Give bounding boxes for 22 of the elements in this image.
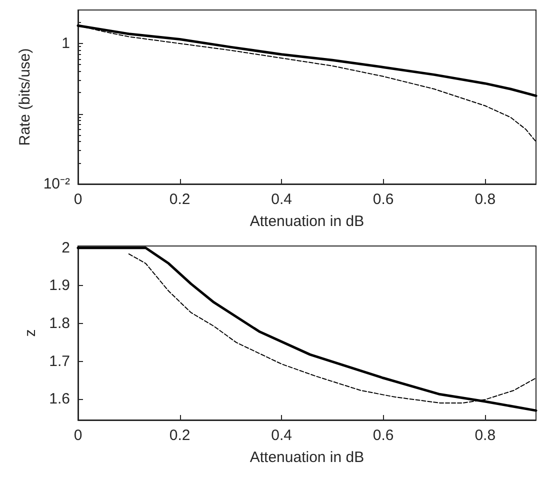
x-tick-label: 0.6 (372, 427, 394, 444)
y-tick-label: 1.6 (49, 390, 70, 408)
line-series (76, 246, 538, 412)
x-tick-label: 0 (74, 191, 82, 208)
x-tick-label: 0.4 (271, 191, 292, 208)
y-axis-title: Rate (bits/use) (16, 48, 34, 146)
x-tick-label: 0.2 (169, 427, 190, 444)
y-tick-label: 10⁻² (43, 176, 70, 192)
y-tick-label: 1.8 (49, 315, 70, 332)
x-tick-label: 0.2 (169, 191, 190, 208)
x-axis-title: Attenuation in dB (250, 449, 364, 466)
x-tick-label: 0.4 (271, 427, 292, 444)
x-tick-label: 0.6 (372, 191, 394, 208)
y-tick-label: 1 (62, 35, 70, 52)
y-tick-label: 1.9 (49, 277, 70, 294)
y-tick-label: 1.7 (49, 352, 70, 370)
x-tick-label: 0 (74, 427, 82, 444)
y-axis-title: z (22, 329, 40, 337)
y-tick-label: 2 (62, 239, 70, 256)
x-tick-label: 0.8 (474, 427, 496, 444)
x-axis-title: Attenuation in dB (250, 213, 364, 230)
x-tick-label: 0.8 (474, 191, 496, 208)
